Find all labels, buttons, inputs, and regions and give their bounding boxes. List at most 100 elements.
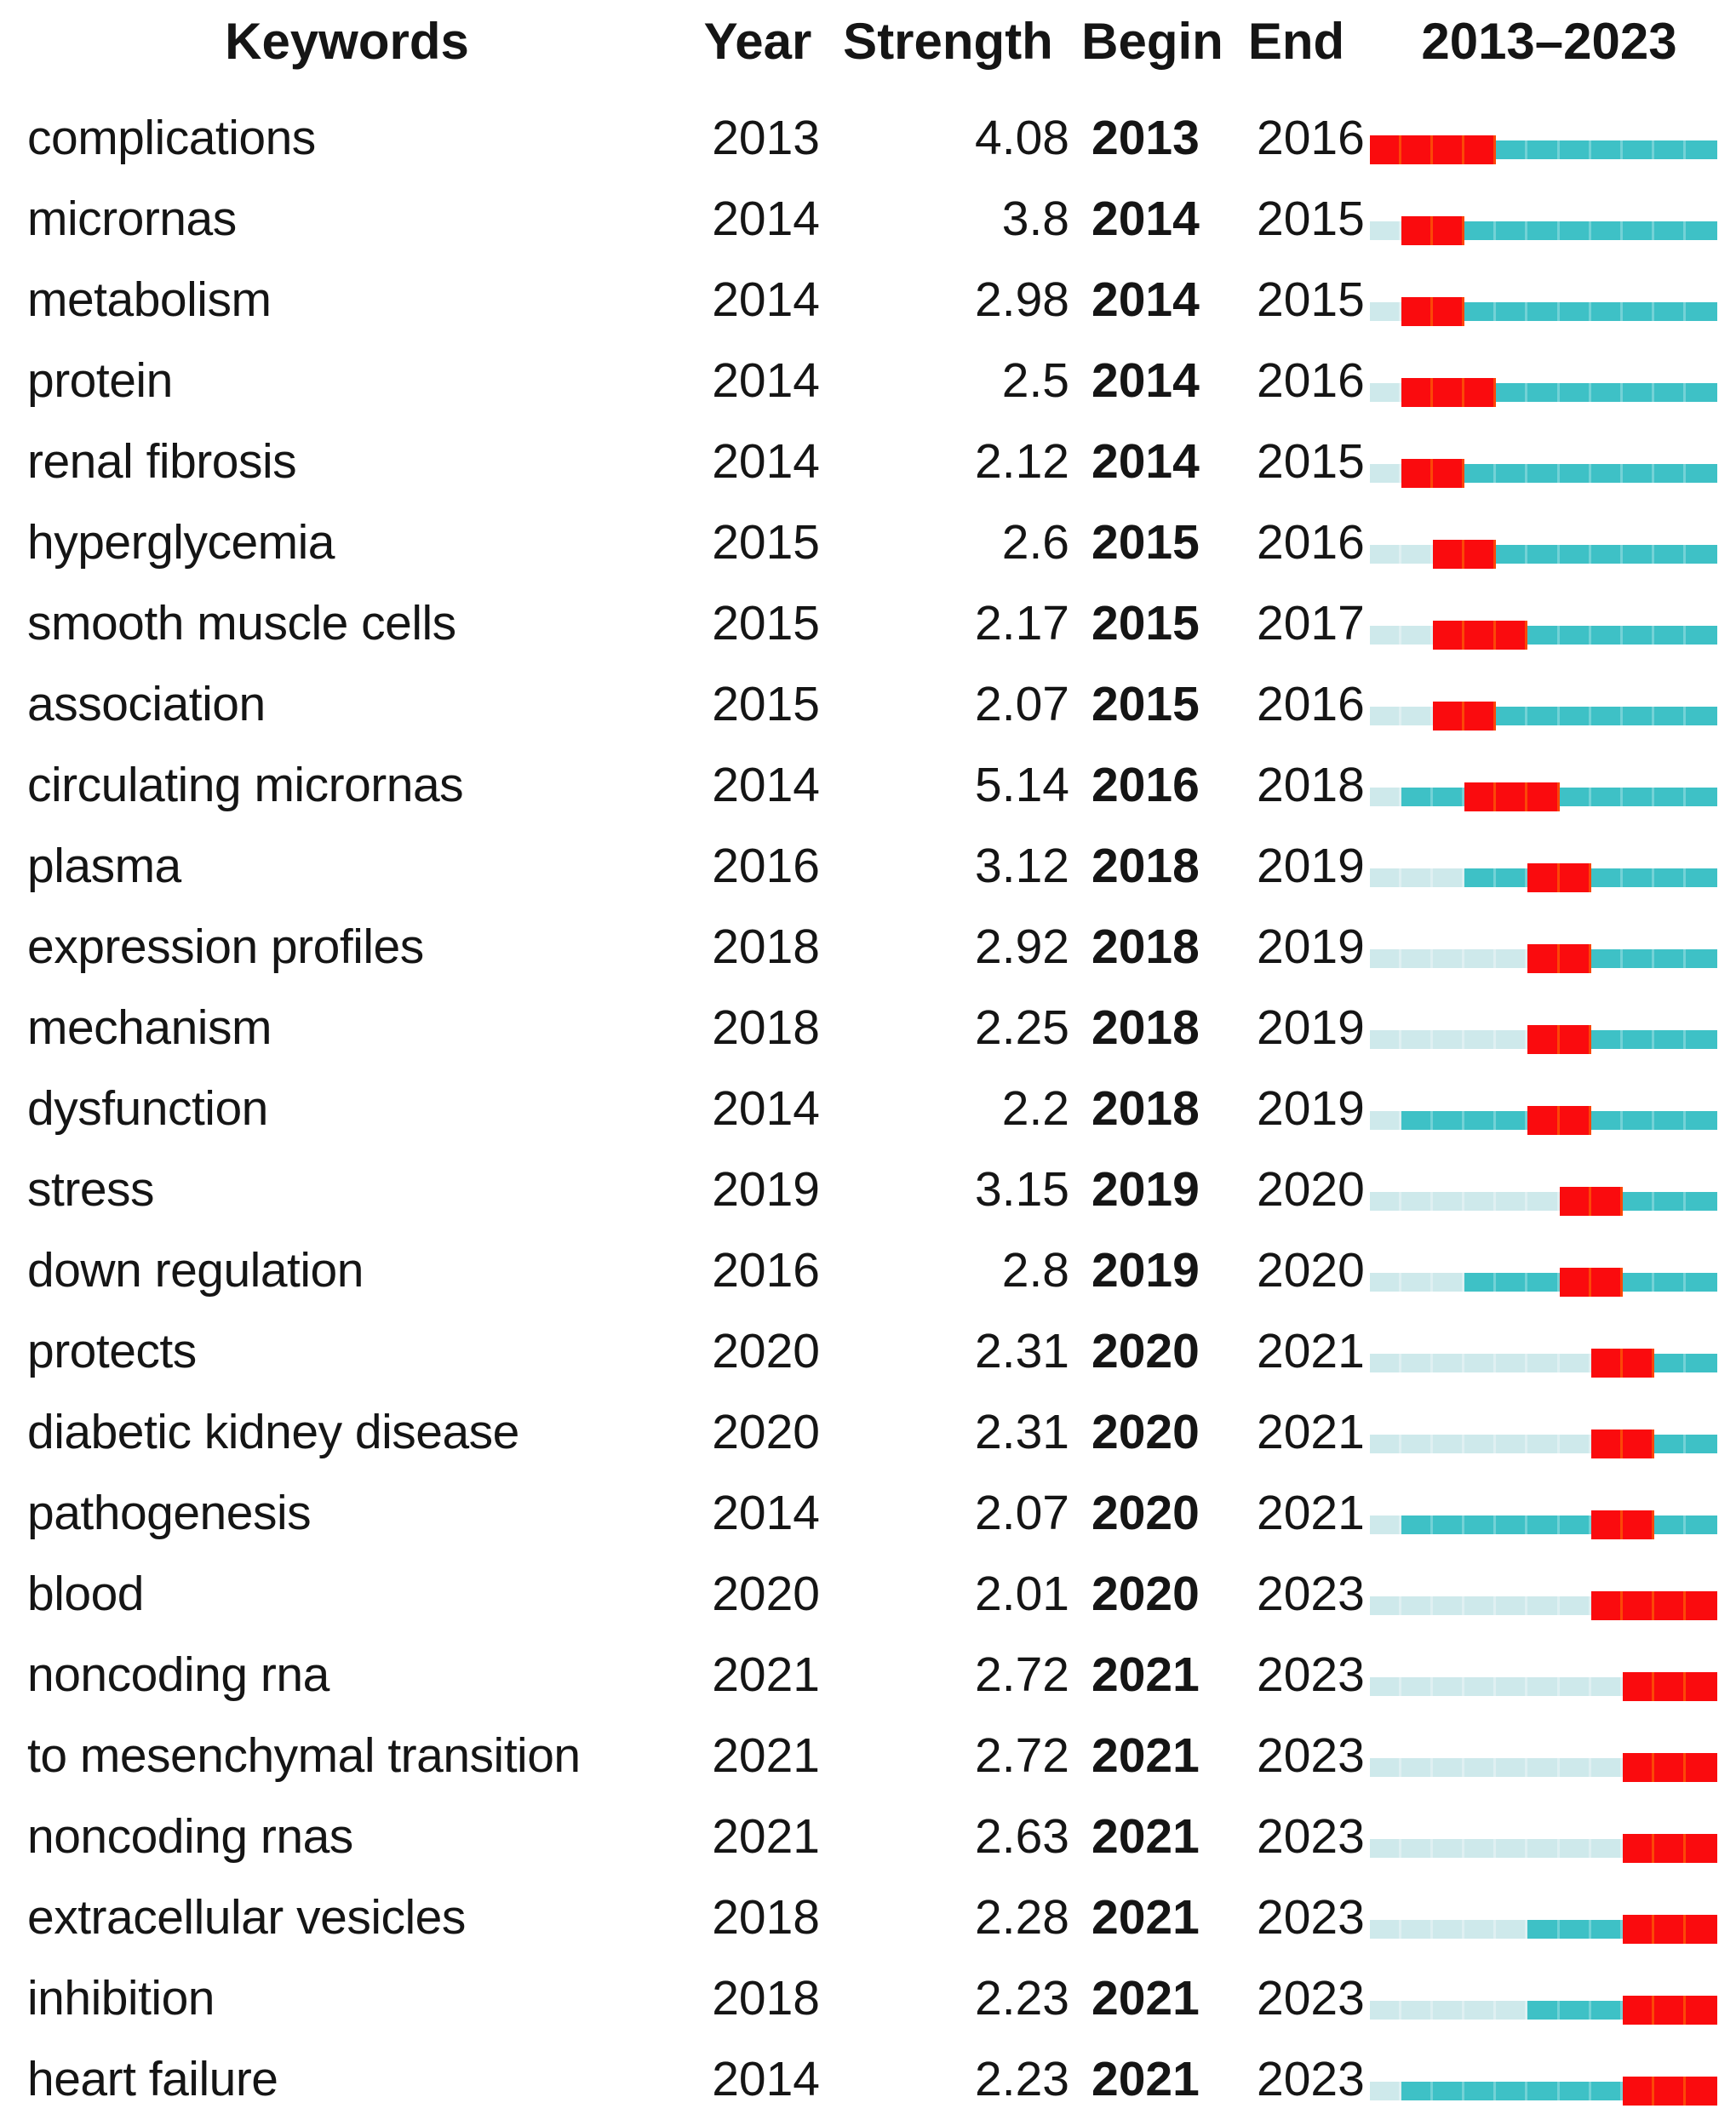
end-cell: 2023 <box>1257 1647 1365 1702</box>
timeline-segment-2023 <box>1685 1353 1718 1372</box>
timeline-segment-2021 <box>1622 706 1654 725</box>
timeline-segment-2018 <box>1527 463 1560 483</box>
burst-timeline-bar <box>1370 1590 1718 1620</box>
timeline-segment-2014 <box>1401 458 1434 488</box>
begin-cell: 2014 <box>1091 272 1200 327</box>
begin-cell: 2018 <box>1091 839 1200 893</box>
keyword-cell: down regulation <box>27 1243 364 1298</box>
begin-cell: 2020 <box>1091 1324 1200 1378</box>
year-cell: 2014 <box>712 272 820 327</box>
column-header-timeline-range: 2013–2023 <box>1421 13 1677 70</box>
end-cell: 2023 <box>1257 2052 1365 2106</box>
timeline-segment-2022 <box>1653 221 1686 240</box>
keyword-cell: protein <box>27 353 173 408</box>
timeline-segment-2021 <box>1622 787 1654 806</box>
timeline-segment-2016 <box>1464 135 1497 164</box>
table-row: stress 2019 3.15 2019 2020 <box>0 1149 1736 1230</box>
timeline-segment-2021 <box>1622 948 1654 968</box>
timeline-segment-2023 <box>1685 1110 1718 1130</box>
year-cell: 2020 <box>712 1324 820 1378</box>
begin-cell: 2014 <box>1091 353 1200 408</box>
timeline-segment-2016 <box>1464 1434 1497 1453</box>
timeline-segment-2020 <box>1590 2000 1623 2020</box>
table-row: extracellular vesicles 2018 2.28 2021 2023 <box>0 1877 1736 1958</box>
timeline-cell <box>1362 1069 1736 1149</box>
table-row: renal fibrosis 2014 2.12 2014 2015 <box>0 421 1736 502</box>
timeline-segment-2013 <box>1370 1838 1402 1858</box>
timeline-segment-2023 <box>1685 1515 1718 1534</box>
timeline-segment-2019 <box>1559 2081 1591 2100</box>
timeline-segment-2022 <box>1653 1995 1686 2025</box>
timeline-segment-2013 <box>1370 1757 1402 1777</box>
strength-cell: 2.28 <box>975 1890 1069 1945</box>
timeline-segment-2016 <box>1464 221 1497 240</box>
timeline-segment-2013 <box>1370 1919 1402 1939</box>
timeline-segment-2013 <box>1370 1676 1402 1696</box>
timeline-segment-2023 <box>1685 625 1718 645</box>
timeline-segment-2018 <box>1527 2081 1560 2100</box>
table-body: complications 2013 4.08 2013 2016 micrornas 20… <box>0 98 1736 2120</box>
strength-cell: 2.07 <box>975 677 1069 731</box>
timeline-segment-2019 <box>1559 1515 1591 1534</box>
timeline-segment-2016 <box>1464 620 1497 650</box>
strength-cell: 3.8 <box>1001 192 1069 246</box>
strength-cell: 2.8 <box>1001 1243 1069 1298</box>
timeline-cell <box>1362 502 1736 583</box>
timeline-segment-2017 <box>1496 620 1528 650</box>
year-cell: 2014 <box>712 1486 820 1540</box>
timeline-segment-2022 <box>1653 382 1686 402</box>
end-cell: 2020 <box>1257 1243 1365 1298</box>
timeline-segment-2021 <box>1622 1272 1654 1292</box>
timeline-segment-2016 <box>1464 1757 1497 1777</box>
timeline-segment-2014 <box>1401 544 1434 564</box>
timeline-segment-2014 <box>1401 1757 1434 1777</box>
timeline-segment-2017 <box>1496 1110 1528 1130</box>
end-cell: 2016 <box>1257 353 1365 408</box>
timeline-segment-2016 <box>1464 377 1497 407</box>
timeline-cell <box>1362 341 1736 421</box>
burst-timeline-bar <box>1370 620 1718 650</box>
column-header-begin: Begin <box>1081 13 1223 70</box>
timeline-segment-2020 <box>1590 1267 1623 1297</box>
timeline-segment-2019 <box>1559 1596 1591 1615</box>
burst-timeline-bar <box>1370 862 1718 892</box>
timeline-segment-2017 <box>1496 1515 1528 1534</box>
year-cell: 2018 <box>712 920 820 974</box>
timeline-segment-2015 <box>1433 1272 1465 1292</box>
timeline-segment-2022 <box>1653 1752 1686 1782</box>
burst-timeline-bar <box>1370 539 1718 569</box>
timeline-segment-2015 <box>1433 1353 1465 1372</box>
year-cell: 2016 <box>712 839 820 893</box>
keyword-cell: smooth muscle cells <box>27 596 456 650</box>
timeline-segment-2016 <box>1464 1515 1497 1534</box>
timeline-segment-2020 <box>1590 1510 1623 1539</box>
timeline-segment-2014 <box>1401 2081 1434 2100</box>
timeline-segment-2014 <box>1401 787 1434 806</box>
timeline-segment-2015 <box>1433 1110 1465 1130</box>
end-cell: 2020 <box>1257 1162 1365 1217</box>
keyword-cell: noncoding rnas <box>27 1809 353 1864</box>
timeline-segment-2023 <box>1685 1995 1718 2025</box>
end-cell: 2023 <box>1257 1971 1365 2025</box>
timeline-segment-2016 <box>1464 301 1497 321</box>
timeline-cell <box>1362 1796 1736 1877</box>
burst-timeline-bar <box>1370 701 1718 731</box>
timeline-segment-2016 <box>1464 1919 1497 1939</box>
timeline-segment-2020 <box>1590 544 1623 564</box>
timeline-segment-2019 <box>1559 221 1591 240</box>
timeline-segment-2015 <box>1433 2000 1465 2020</box>
table-row: protects 2020 2.31 2020 2021 <box>0 1311 1736 1392</box>
keyword-cell: noncoding rna <box>27 1647 329 1702</box>
timeline-segment-2022 <box>1653 1191 1686 1211</box>
timeline-segment-2020 <box>1590 868 1623 887</box>
keyword-cell: circulating micrornas <box>27 758 464 812</box>
timeline-segment-2023 <box>1685 948 1718 968</box>
timeline-segment-2023 <box>1685 463 1718 483</box>
timeline-segment-2016 <box>1464 1191 1497 1211</box>
timeline-segment-2018 <box>1527 1919 1560 1939</box>
table-row: association 2015 2.07 2015 2016 <box>0 664 1736 745</box>
keyword-cell: hyperglycemia <box>27 515 335 570</box>
timeline-segment-2021 <box>1622 544 1654 564</box>
timeline-segment-2021 <box>1622 1995 1654 2025</box>
year-cell: 2015 <box>712 515 820 570</box>
